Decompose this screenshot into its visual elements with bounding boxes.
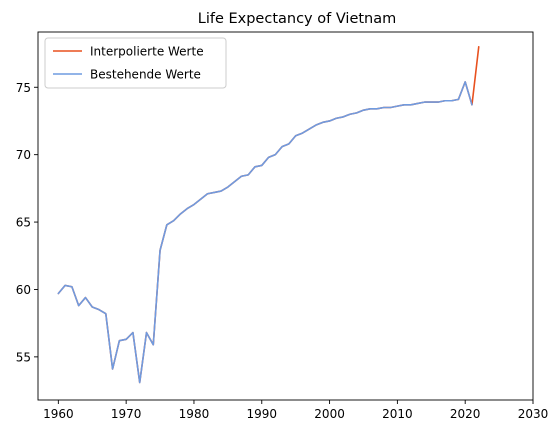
y-tick-label: 75 [16, 81, 31, 95]
y-tick-label: 55 [16, 350, 31, 364]
series-line-2 [57, 81, 473, 384]
y-tick-label: 60 [16, 283, 31, 297]
x-tick-label: 2020 [450, 407, 481, 421]
x-tick-label: 2010 [382, 407, 413, 421]
series-layer [57, 46, 480, 384]
legend: Interpolierte Werte Bestehende Werte [44, 37, 227, 89]
x-tick-label: 1970 [111, 407, 142, 421]
plot-frame [37, 31, 534, 401]
legend-label-2: Bestehende Werte [90, 68, 201, 82]
x-tick-label: 1990 [246, 407, 277, 421]
x-tick-label: 1980 [179, 407, 210, 421]
legend-label-1: Interpolierte Werte [90, 45, 204, 59]
x-tick-label: 1960 [43, 407, 74, 421]
axes-layer: 1960 1970 1980 1990 2000 2010 2020 2030 55 60 65 70… [16, 31, 549, 421]
y-tick-label: 70 [16, 148, 31, 162]
x-tick-label: 2000 [314, 407, 345, 421]
chart-title: Life Expectancy of Vietnam [198, 11, 397, 27]
y-tick-label: 65 [16, 216, 31, 230]
x-tick-label: 2030 [518, 407, 549, 421]
legend-box [44, 37, 227, 89]
